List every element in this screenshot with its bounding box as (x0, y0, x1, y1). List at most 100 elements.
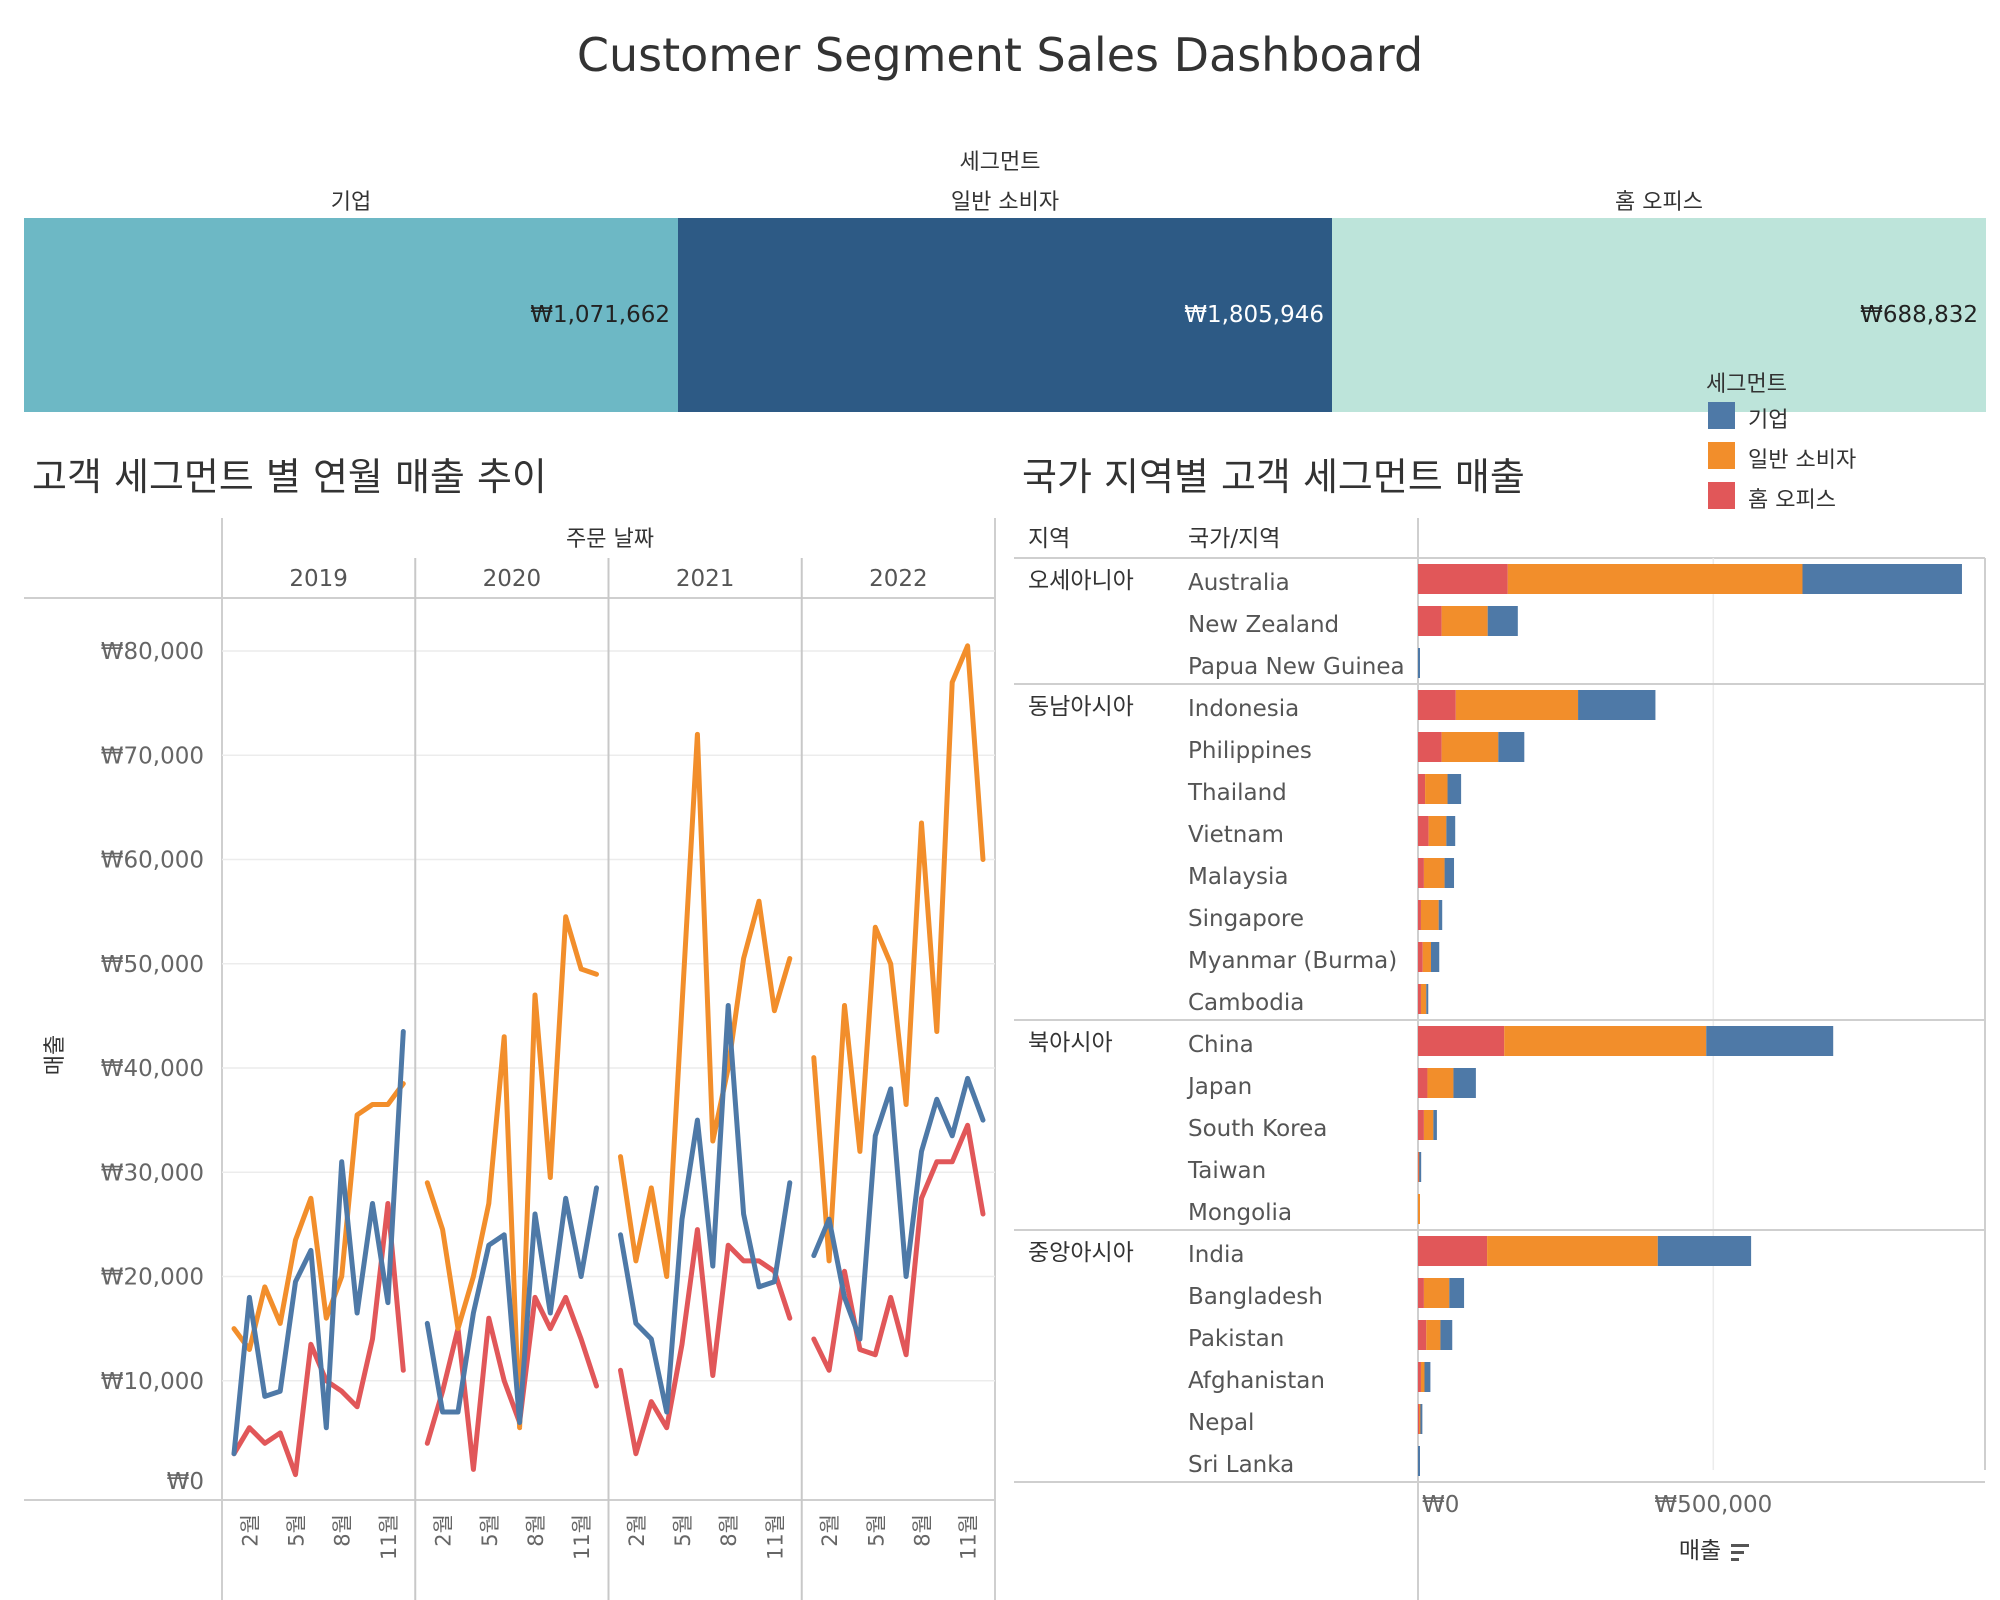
bar-segment[interactable] (1418, 1194, 1420, 1224)
bar-segment[interactable] (1418, 1278, 1424, 1308)
y-tick-label: ₩70,000 (101, 743, 204, 769)
series-line-0-2021[interactable] (618, 1003, 793, 1415)
bar-segment[interactable] (1449, 1278, 1465, 1308)
country-label: Indonesia (1188, 696, 1299, 722)
x-tick-label: 11월 (377, 1514, 401, 1560)
bar-segment[interactable] (1418, 1026, 1505, 1056)
bar-segment[interactable] (1504, 1026, 1707, 1056)
country-label: Sri Lanka (1188, 1452, 1294, 1478)
bar-segment[interactable] (1418, 816, 1429, 846)
bar-segment[interactable] (1428, 816, 1447, 846)
series-line-2-2021[interactable] (618, 1227, 793, 1457)
bar-segment[interactable] (1418, 1404, 1420, 1434)
legend-label-consumer: 일반 소비자 (1748, 448, 1857, 473)
bar-segment[interactable] (1418, 732, 1442, 762)
bar-segment[interactable] (1447, 774, 1462, 804)
series-line-1-2019[interactable] (231, 1081, 406, 1352)
line-chart-y-ticks: ₩80,000 ₩70,000 ₩60,000 ₩50,000 ₩40,000 ₩30,0… (101, 639, 204, 1495)
bar-segment[interactable] (1430, 942, 1440, 972)
bar-segment[interactable] (1422, 942, 1431, 972)
bar-segment[interactable] (1418, 1068, 1428, 1098)
segment-block-home-office[interactable]: ₩688,832 (1332, 218, 1986, 412)
monthly-sales-line-chart: 주문 날짜 매출 2019 2020 2021 2022 ₩80,000 ₩70,000… (24, 518, 996, 1600)
bar-segment[interactable] (1418, 1446, 1420, 1476)
bar-segment[interactable] (1802, 564, 1962, 594)
x-tick-label: 11월 (763, 1514, 787, 1560)
segment-strip-header: 세그먼트 (959, 150, 1041, 175)
series-line-0-2022[interactable] (811, 1075, 986, 1342)
bar-segment[interactable] (1444, 858, 1455, 888)
country-sales-bar-chart: 지역 국가/지역 오세아니아 Australia New Zealand Papua … (1014, 518, 1986, 1600)
bar-segment[interactable] (1507, 564, 1803, 594)
y-tick-label: ₩40,000 (101, 1056, 204, 1082)
bar-segment[interactable] (1441, 606, 1488, 636)
bar-segment[interactable] (1426, 984, 1429, 1014)
series-line-1-2020[interactable] (424, 914, 599, 1431)
bar-segment[interactable] (1438, 900, 1443, 930)
country-label: Vietnam (1188, 822, 1284, 848)
bar-segment[interactable] (1418, 942, 1423, 972)
country-label: Myanmar (Burma) (1188, 948, 1397, 974)
bar-segment[interactable] (1419, 1152, 1422, 1182)
line-panel-title: 고객 세그먼트 별 연월 매출 추이 (32, 455, 547, 499)
bar-segment[interactable] (1418, 900, 1421, 930)
x-tick-label: 2월 (432, 1514, 456, 1547)
segment-block-enterprise[interactable]: ₩1,071,662 (24, 218, 678, 412)
region-label: 오세아니아 (1028, 568, 1134, 594)
bar-segment[interactable] (1418, 984, 1421, 1014)
segment-value-home-office: ₩688,832 (1860, 302, 1978, 328)
bar-segment[interactable] (1418, 606, 1442, 636)
country-label: Philippines (1188, 738, 1312, 764)
bar-segment[interactable] (1423, 1110, 1434, 1140)
series-line-0-2020[interactable] (424, 1185, 599, 1425)
bar-segment[interactable] (1419, 1404, 1422, 1434)
legend-swatch-enterprise (1708, 402, 1735, 429)
line-chart-series (231, 643, 986, 1478)
bar-segment[interactable] (1427, 1068, 1454, 1098)
series-line-1-2021[interactable] (618, 731, 793, 1279)
bar-segment[interactable] (1433, 1110, 1437, 1140)
bar-segment[interactable] (1578, 690, 1656, 720)
bar-segment[interactable] (1420, 1362, 1425, 1392)
bar-segment[interactable] (1418, 774, 1426, 804)
bar-segment[interactable] (1423, 858, 1445, 888)
bar-segment[interactable] (1418, 1362, 1421, 1392)
bar-segment[interactable] (1418, 564, 1508, 594)
bar-segment[interactable] (1455, 690, 1579, 720)
bar-segment[interactable] (1426, 1320, 1441, 1350)
line-chart-x-ticks: 2월 5월 8월 11월 2월 5월 8월 11월 2월 5월 8월 11월 2월 5월 8월 11월 (238, 1514, 980, 1560)
bar-segment[interactable] (1420, 984, 1427, 1014)
x-tick-label: 2월 (818, 1514, 842, 1547)
series-line-1-2022[interactable] (811, 643, 986, 1264)
bar-segment[interactable] (1418, 858, 1424, 888)
x-tick-label: 5월 (864, 1514, 888, 1547)
bar-segment[interactable] (1657, 1236, 1752, 1266)
bar-segment[interactable] (1423, 1278, 1450, 1308)
series-line-2-2020[interactable] (424, 1294, 599, 1472)
segment-block-consumer[interactable]: ₩1,805,946 (678, 218, 1332, 412)
series-line-0-2019[interactable] (231, 1029, 406, 1457)
bar-segment[interactable] (1418, 690, 1456, 720)
x-tick-label: ₩0 (1422, 1492, 1459, 1518)
bar-segment[interactable] (1418, 1320, 1427, 1350)
bar-segment[interactable] (1706, 1026, 1834, 1056)
country-label: India (1188, 1242, 1244, 1268)
bar-segment[interactable] (1420, 1404, 1423, 1434)
bar-segment[interactable] (1498, 732, 1525, 762)
bar-segment[interactable] (1418, 1110, 1424, 1140)
sort-icon[interactable] (1731, 1544, 1749, 1561)
bar-segment[interactable] (1487, 606, 1518, 636)
bar-segment[interactable] (1424, 1362, 1431, 1392)
segment-value-consumer: ₩1,805,946 (1184, 302, 1324, 328)
bar-segment[interactable] (1420, 900, 1439, 930)
bar-segment[interactable] (1418, 648, 1420, 678)
bar-segment[interactable] (1446, 816, 1456, 846)
bar-segment[interactable] (1440, 1320, 1453, 1350)
bar-segment[interactable] (1441, 732, 1499, 762)
country-label: Thailand (1187, 780, 1287, 806)
bar-segment[interactable] (1425, 774, 1448, 804)
bar-segment[interactable] (1418, 1236, 1488, 1266)
year-header: 2019 (289, 566, 348, 592)
bar-segment[interactable] (1453, 1068, 1476, 1098)
bar-segment[interactable] (1487, 1236, 1658, 1266)
